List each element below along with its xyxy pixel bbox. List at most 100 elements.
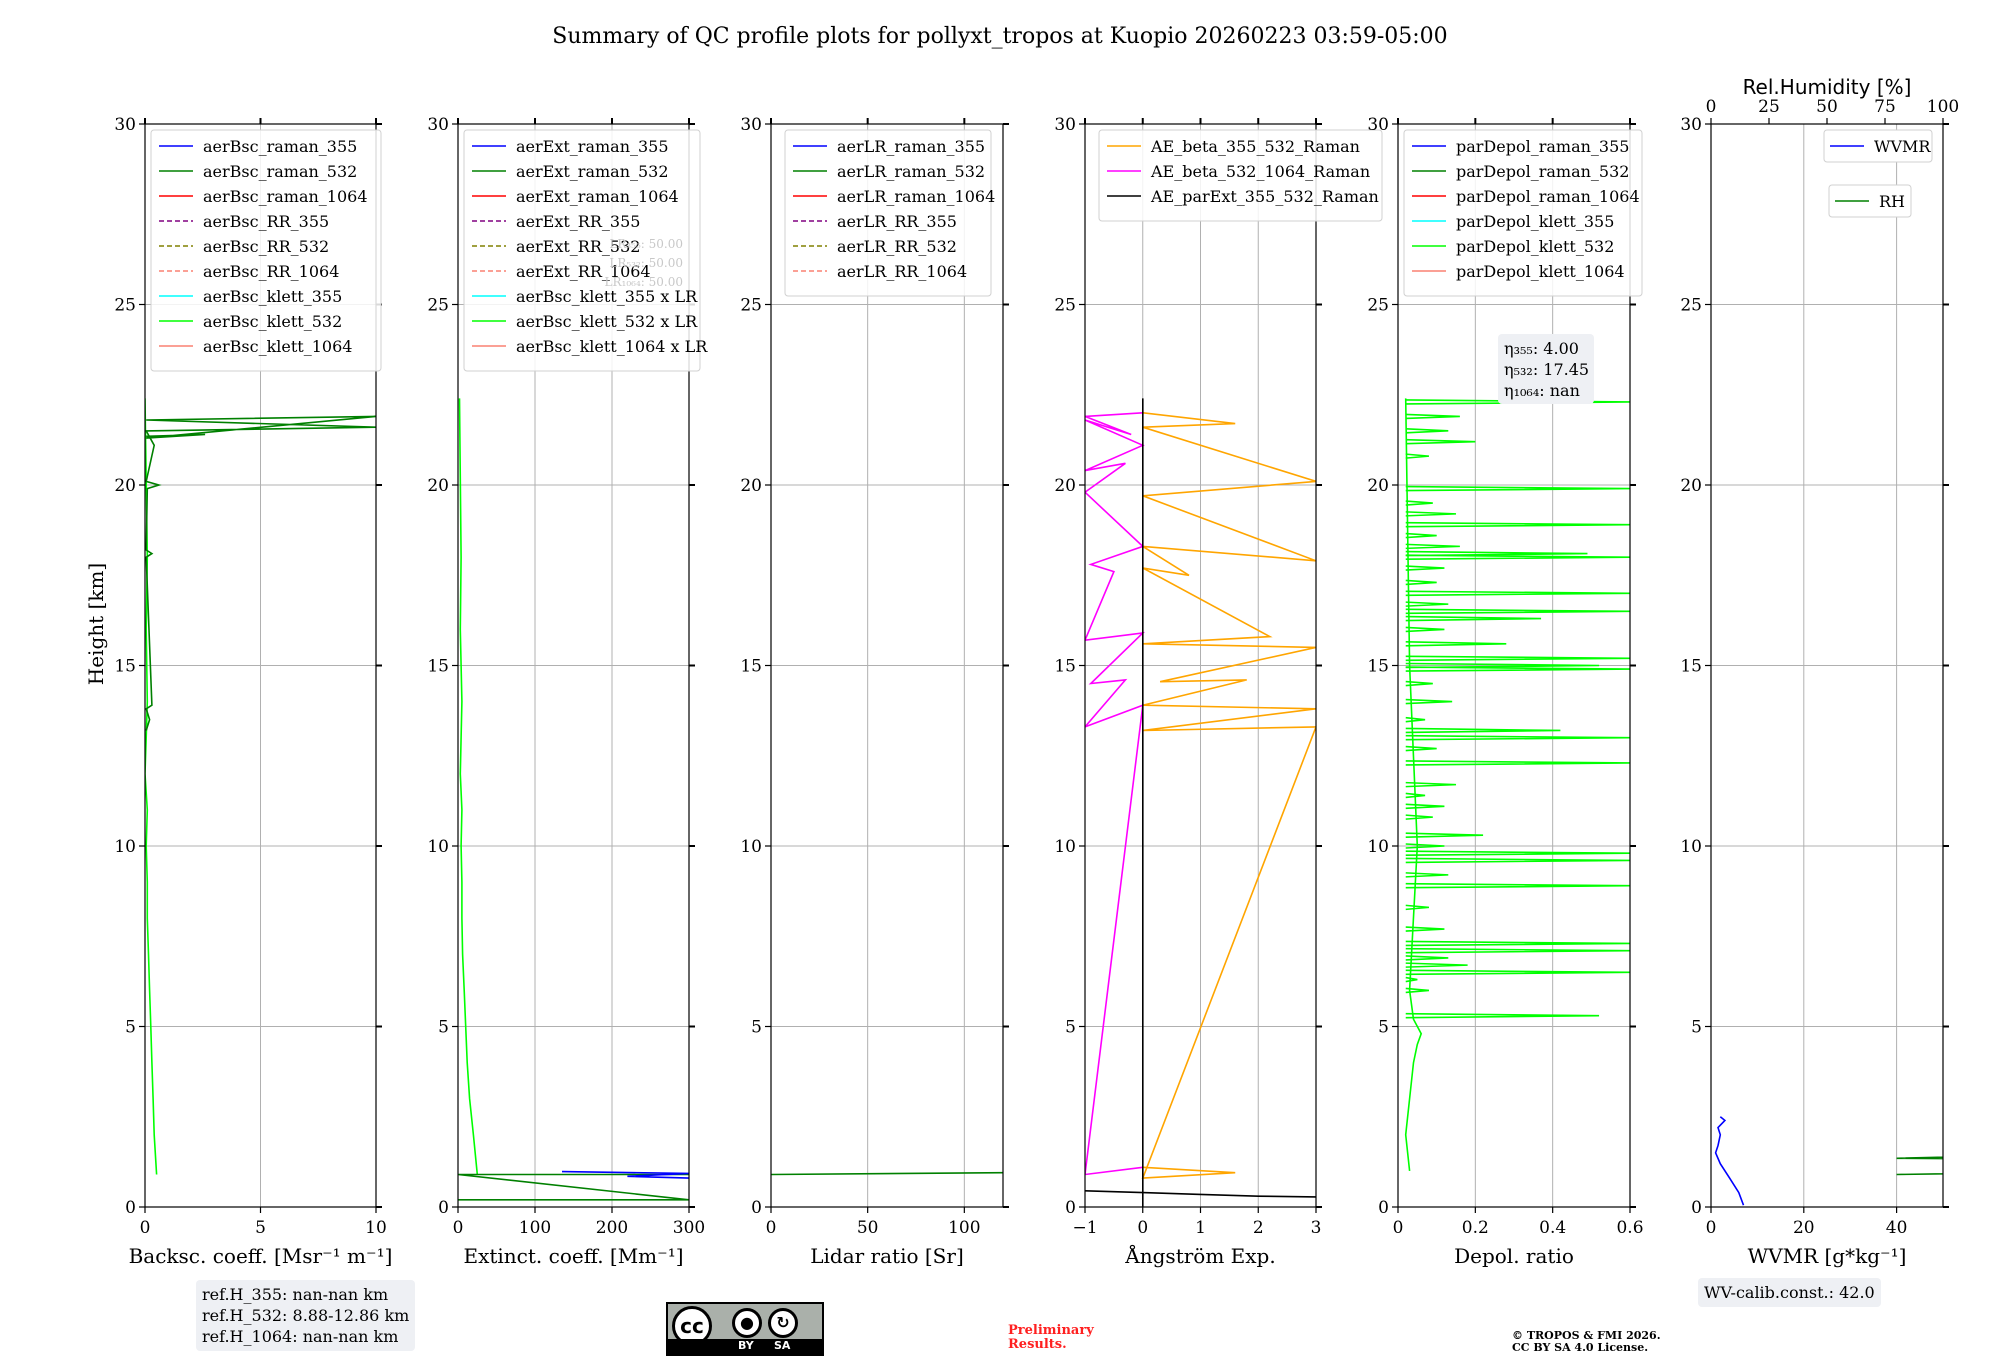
depol-spike	[1405, 792, 1426, 799]
depol-spike	[1405, 662, 1600, 669]
y-tick-label: 25	[114, 296, 136, 316]
y-tick-label: 0	[1378, 1198, 1389, 1218]
depol-spike	[1405, 399, 1630, 405]
depol-spike	[1405, 857, 1630, 864]
y-tick-label: 0	[1691, 1198, 1702, 1218]
top-axis-label: Rel.Humidity [%]	[1743, 75, 1912, 99]
y-tick-label: 5	[125, 1018, 136, 1038]
legend-label-parDepol_raman_355: parDepol_raman_355	[1456, 137, 1629, 156]
depol-spike	[1405, 698, 1453, 705]
series-AE_parExt_355_532_Raman	[1085, 1190, 1316, 1198]
y-tick-label: 20	[427, 476, 449, 496]
y-tick-label: 15	[1367, 657, 1389, 677]
series-group	[1404, 398, 1630, 1171]
ref-height-box: ref.H_355: nan-nan km ref.H_532: 8.88-12…	[196, 1280, 416, 1351]
panel-backscatter: 0 5 10 15 20 25 30 0 5 10 Backsc. coeff. [Msr⁻¹ m⁻…	[114, 115, 392, 1268]
x-tick-label: 10	[365, 1218, 387, 1238]
y-tick-label: 20	[114, 476, 136, 496]
y-tick-label: 30	[427, 115, 449, 135]
legend-label-aerExt_raman_1064: aerExt_raman_1064	[516, 187, 679, 206]
y-tick-label: 5	[438, 1018, 449, 1038]
x-tick-label: 1	[1195, 1218, 1206, 1238]
depol-spike	[1405, 532, 1437, 539]
legend-label-aerBsc_raman_1064: aerBsc_raman_1064	[203, 187, 368, 206]
depol-spike	[1405, 781, 1457, 788]
y-tick-label: 20	[1054, 476, 1076, 496]
x-tick-label: 3	[1311, 1218, 1322, 1238]
series-AE_beta_355_532_Raman	[1141, 412, 1316, 1179]
lidar-ratio-label: LR₁₀₆₄: 50.00	[605, 275, 683, 289]
depol-spike	[1405, 882, 1630, 889]
lidar-ratio-label: LR₃₅₅: 50.00	[609, 237, 683, 251]
legend-box	[463, 129, 701, 372]
depol-spike	[1405, 601, 1449, 607]
y-tick-label: 15	[427, 657, 449, 677]
depol-spike	[1405, 832, 1484, 838]
y-tick-label: 5	[1378, 1018, 1389, 1038]
legend-label-aerLR_RR_355: aerLR_RR_355	[837, 212, 957, 231]
x-axis-label: Extinct. coeff. [Mm⁻¹]	[463, 1244, 683, 1268]
y-tick-label: 25	[740, 296, 762, 316]
top-x-tick-label: 100	[1927, 97, 1959, 117]
depol-spike	[1405, 926, 1445, 932]
legend-label-AE_beta_532_1064_Raman: AE_beta_532_1064_Raman	[1150, 162, 1370, 181]
x-tick-label: 0	[453, 1218, 464, 1238]
y-tick-label: 0	[751, 1198, 762, 1218]
depol-spike	[1405, 745, 1437, 752]
lidar-ratio-label: LR₅₃₂: 50.00	[609, 256, 683, 270]
legend: AE_beta_355_532_Raman AE_beta_532_1064_Ra…	[1098, 129, 1383, 222]
depol-spike	[1405, 543, 1460, 550]
legend-label-WVMR: WVMR	[1874, 137, 1931, 156]
legend-label-aerLR_RR_1064: aerLR_RR_1064	[837, 262, 967, 281]
x-axis-label: WVMR [g*kg⁻¹]	[1748, 1244, 1907, 1268]
x-tick-label: 40	[1886, 1218, 1908, 1238]
y-tick-label: 10	[114, 837, 136, 857]
legend-label-aerBsc_klett_532 x LR: aerBsc_klett_532 x LR	[516, 312, 698, 331]
depol-spike	[1405, 814, 1433, 820]
cc-license-badge: cc ● ↻ BY SA	[666, 1302, 824, 1356]
top-x-tick-label: 25	[1758, 97, 1780, 117]
eta-label: η₁₀₆₄: nan	[1504, 381, 1580, 400]
legend-label-parDepol_klett_532: parDepol_klett_532	[1456, 237, 1614, 256]
y-tick-label: 25	[1054, 296, 1076, 316]
x-tick-label: 50	[857, 1218, 879, 1238]
legend-label-aerBsc_klett_1064: aerBsc_klett_1064	[203, 337, 352, 356]
eta-label: η₅₃₂: 17.45	[1504, 360, 1589, 379]
legend: WVMR RH	[1823, 129, 1933, 218]
y-tick-label: 25	[427, 296, 449, 316]
depol-spike	[1405, 727, 1561, 734]
y-tick-label: 0	[1065, 1198, 1076, 1218]
legend-label-aerExt_RR_1064: aerExt_RR_1064	[516, 262, 651, 281]
panel-lidar_ratio: 0 5 10 15 20 25 30 0 50 100 Lidar ratio [Sr] aerLR_…	[740, 115, 1009, 1268]
y-tick-label: 10	[427, 837, 449, 857]
legend-box	[1828, 184, 1912, 218]
legend-label-aerLR_raman_532: aerLR_raman_532	[837, 162, 985, 181]
legend: aerExt_raman_355 aerExt_raman_532 aerExt_r…	[463, 129, 708, 372]
legend-label-aerBsc_RR_532: aerBsc_RR_532	[203, 237, 329, 256]
y-tick-label: 30	[1680, 115, 1702, 135]
depol-spike	[1405, 500, 1433, 506]
series-aerBsc_klett_532 x LR	[458, 398, 479, 1175]
y-tick-label: 25	[1367, 296, 1389, 316]
y-tick-label: 20	[1680, 476, 1702, 496]
x-tick-label: 2	[1253, 1218, 1264, 1238]
y-tick-label: 15	[114, 657, 136, 677]
x-axis-label: Ångström Exp.	[1124, 1243, 1275, 1268]
depol-spike	[1405, 962, 1468, 968]
series-aerExt_raman_355	[561, 1170, 689, 1179]
y-tick-label: 30	[1367, 115, 1389, 135]
legend-box	[150, 129, 382, 372]
depol-spike	[1405, 438, 1476, 445]
legend-box	[1403, 129, 1643, 297]
y-tick-label: 30	[1054, 115, 1076, 135]
y-tick-label: 10	[1054, 837, 1076, 857]
preliminary-note: Preliminary Results.	[1008, 1324, 1094, 1352]
x-tick-label: 100	[519, 1218, 551, 1238]
eta-label: η₃₅₅: 4.00	[1504, 339, 1579, 358]
legend-label-AE_beta_355_532_Raman: AE_beta_355_532_Raman	[1150, 137, 1360, 156]
legend-label-aerBsc_raman_355: aerBsc_raman_355	[203, 137, 357, 156]
legend-label-aerExt_raman_532: aerExt_raman_532	[516, 162, 669, 181]
depol-spike	[1405, 615, 1542, 622]
cc-badge-labels: BY SA	[668, 1339, 822, 1354]
